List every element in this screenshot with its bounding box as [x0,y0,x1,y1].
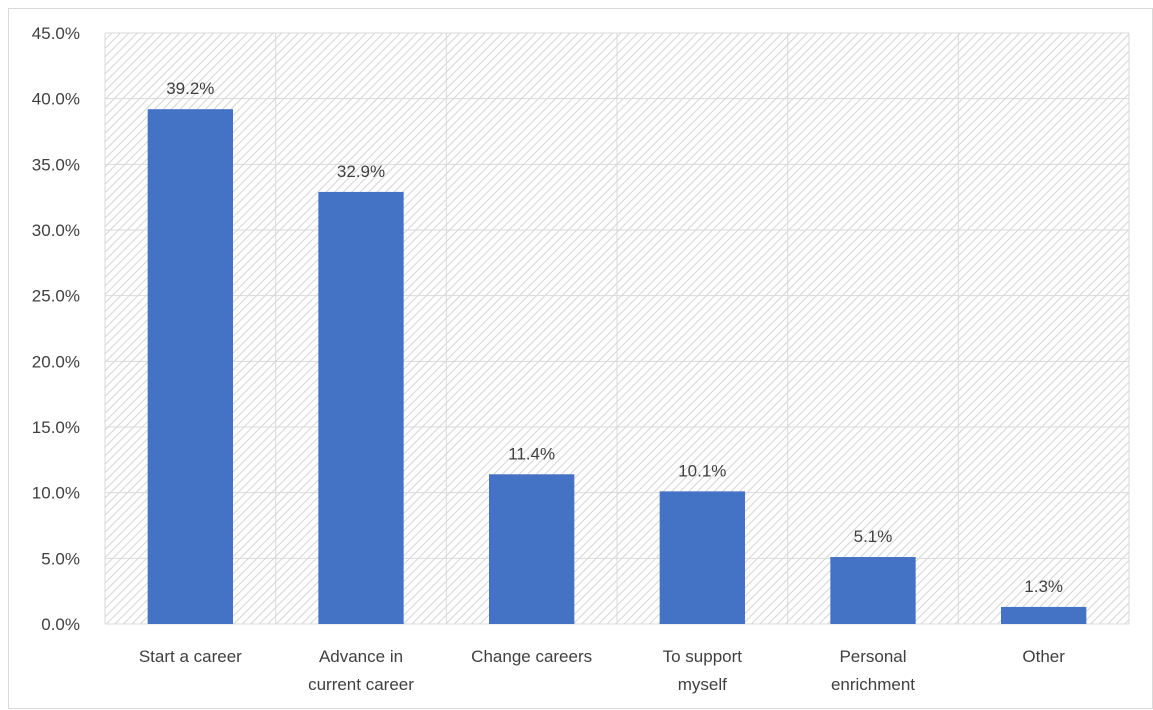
y-tick-label: 15.0% [32,418,80,437]
bars [147,109,1087,624]
bar [318,191,404,624]
x-axis-tick-labels: Start a career Advance in current career Ch… [139,647,1065,694]
data-label: 5.1% [854,527,893,546]
bar [1001,606,1087,624]
data-label: 32.9% [337,162,385,181]
x-tick-label: To support [663,647,743,666]
y-tick-label: 45.0% [32,24,80,43]
x-tick-label: myself [678,675,727,694]
y-tick-label: 0.0% [41,615,80,634]
x-tick-label: Personal [839,647,906,666]
x-tick-label: Change careers [471,647,592,666]
y-tick-label: 20.0% [32,352,80,371]
x-tick-label: Advance in [319,647,403,666]
data-label: 10.1% [678,461,726,480]
bar [659,491,745,624]
x-tick-label: current career [308,675,414,694]
x-tick-label: enrichment [831,675,915,694]
y-tick-label: 40.0% [32,90,80,109]
y-axis-tick-labels: 0.0% 5.0% 10.0% 15.0% 20.0% 25.0% 30.0% 35.0% 40… [32,24,80,634]
y-tick-label: 30.0% [32,221,80,240]
data-labels: 39.2% 32.9% 11.4% 10.1% 5.1% 1.3% [166,79,1063,596]
y-tick-label: 25.0% [32,287,80,306]
bar [147,109,233,624]
x-tick-label: Start a career [139,647,242,666]
data-label: 11.4% [508,444,555,463]
y-tick-label: 5.0% [41,549,80,568]
bar [830,557,916,624]
data-label: 39.2% [166,79,214,98]
x-tick-label: Other [1022,647,1065,666]
data-label: 1.3% [1024,577,1063,596]
bar [489,474,575,624]
gridlines [104,32,1130,625]
y-tick-label: 35.0% [32,155,80,174]
y-tick-label: 10.0% [32,484,80,503]
